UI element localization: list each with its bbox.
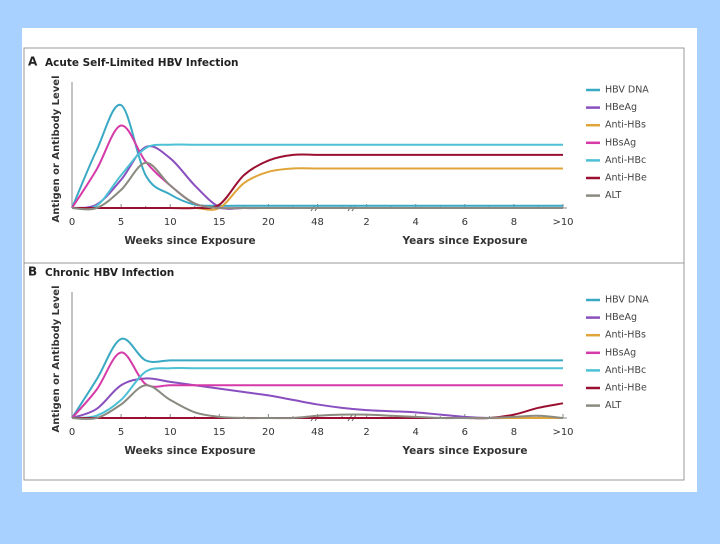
legend-label: ALT — [605, 400, 621, 411]
legend-label: Anti-HBe — [605, 173, 647, 184]
legend-label: Anti-HBs — [605, 330, 646, 341]
series-line — [71, 143, 563, 210]
chart-title: Chronic HBV Infection — [45, 267, 174, 279]
legend-label: HBeAg — [605, 102, 637, 113]
x-axis-label: Weeks since Exposure — [124, 445, 255, 457]
series-line — [71, 384, 564, 420]
legend-label: HBeAg — [605, 312, 637, 323]
x-tick-label: 2 — [363, 427, 369, 438]
legend-label: HBsAg — [605, 347, 636, 358]
x-tick-label: 5 — [118, 427, 124, 438]
series-line — [71, 367, 563, 419]
x-tick-label: 48 — [311, 427, 324, 438]
x-tick-label: 2 — [363, 217, 369, 228]
figure-border — [23, 47, 685, 481]
x-tick-label: 8 — [511, 217, 517, 228]
panel-letter: B — [28, 265, 37, 279]
x-axis-label: Weeks since Exposure — [124, 235, 255, 247]
chart-title: Acute Self-Limited HBV Infection — [45, 57, 239, 69]
x-tick-label: 4 — [413, 427, 419, 438]
x-tick-label: 4 — [413, 217, 419, 228]
x-tick-label: 10 — [164, 427, 177, 438]
x-tick-label: 20 — [262, 217, 275, 228]
x-tick-label: 8 — [511, 427, 517, 438]
y-axis-label: Antigen or Antibody Level — [51, 285, 62, 432]
x-axis-label: Years since Exposure — [402, 445, 528, 457]
legend-label: ALT — [605, 190, 621, 201]
legend-label: Anti-HBe — [605, 383, 647, 394]
figure-panel — [22, 28, 697, 492]
x-tick-label: >10 — [552, 217, 573, 228]
x-tick-label: 5 — [118, 217, 124, 228]
x-tick-label: 15 — [213, 427, 226, 438]
x-tick-label: 48 — [311, 217, 324, 228]
x-tick-label: 20 — [262, 427, 275, 438]
x-tick-label: 6 — [462, 427, 468, 438]
legend-label: HBsAg — [605, 137, 636, 148]
x-tick-label: 0 — [69, 427, 75, 438]
series-line — [71, 161, 563, 211]
x-tick-label: 0 — [69, 217, 75, 228]
y-axis-label: Antigen or Antibody Level — [51, 75, 62, 222]
series-line — [71, 104, 563, 209]
x-tick-label: 6 — [462, 217, 468, 228]
series-line — [71, 337, 563, 419]
legend-label: Anti-HBc — [605, 365, 646, 376]
panel-letter: A — [28, 55, 38, 69]
x-tick-label: 15 — [213, 217, 226, 228]
legend-label: Anti-HBs — [605, 120, 646, 131]
x-tick-label: 10 — [164, 217, 177, 228]
legend-label: HBV DNA — [605, 295, 649, 306]
x-axis-label: Years since Exposure — [402, 235, 528, 247]
legend-label: Anti-HBc — [605, 155, 646, 166]
x-tick-label: >10 — [552, 427, 573, 438]
legend-label: HBV DNA — [605, 85, 649, 96]
series-line — [71, 153, 563, 210]
